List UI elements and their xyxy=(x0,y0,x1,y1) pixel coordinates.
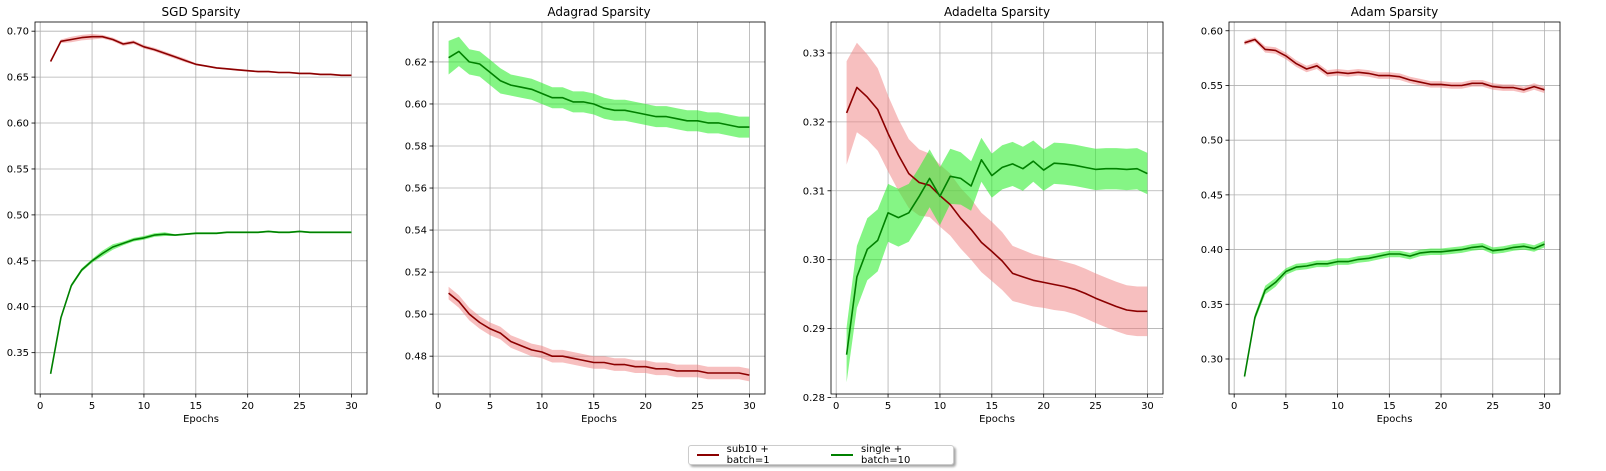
panel-1: 0 5 10 15 20 25 30 0.35 0.40 0.45 0.50 0.55 0.60 0.65… xyxy=(7,5,368,425)
y-tick-label: 0.33 xyxy=(803,49,825,60)
y-tick-label: 0.60 xyxy=(1201,26,1223,37)
y-tick-label: 0.40 xyxy=(7,302,29,313)
y-tick-label: 0.50 xyxy=(7,210,29,221)
band-sub10 xyxy=(50,33,352,77)
x-axis-label: Epochs xyxy=(1377,414,1413,425)
plot-frame xyxy=(830,21,1164,395)
series-line-sub10 xyxy=(1244,38,1545,91)
x-axis-label: Epochs xyxy=(183,414,219,425)
y-tick-label: 0.52 xyxy=(405,268,427,279)
y-tick-label: 0.40 xyxy=(1201,245,1223,256)
x-tick-label: 20 xyxy=(639,401,652,412)
legend-entry-sub10: sub10 + batch=1 xyxy=(697,444,813,466)
legend-entry-single: single + batch=10 xyxy=(831,444,953,466)
legend-swatch-sub10 xyxy=(697,454,719,456)
x-tick-label: 5 xyxy=(487,401,493,412)
y-tick-label: 0.31 xyxy=(803,186,825,197)
x-tick-label: 15 xyxy=(587,401,600,412)
x-axis-label: Epochs xyxy=(979,414,1015,425)
band-single xyxy=(846,137,1148,383)
panel-title: Adagrad Sparsity xyxy=(547,5,650,19)
y-tick-label: 0.32 xyxy=(803,117,825,128)
x-tick-label: 0 xyxy=(435,401,441,412)
x-tick-label: 10 xyxy=(934,401,947,412)
y-tick-label: 0.50 xyxy=(1201,136,1223,147)
series-line-sub10 xyxy=(845,86,1148,313)
x-tick-label: 20 xyxy=(1435,401,1448,412)
panel-title: SGD Sparsity xyxy=(162,5,241,19)
plot-frame xyxy=(34,21,368,395)
x-tick-label: 5 xyxy=(885,401,891,412)
series-line-single xyxy=(845,159,1148,355)
x-tick-label: 20 xyxy=(241,401,254,412)
band-single xyxy=(448,36,750,138)
x-tick-label: 5 xyxy=(89,401,95,412)
plot-frame xyxy=(432,21,766,395)
x-tick-label: 15 xyxy=(985,401,998,412)
x-tick-label: 25 xyxy=(293,401,306,412)
x-tick-label: 10 xyxy=(138,401,151,412)
x-tick-label: 0 xyxy=(1231,401,1237,412)
x-tick-label: 30 xyxy=(345,401,358,412)
legend-label-sub10: sub10 + batch=1 xyxy=(726,444,770,466)
series-line-single xyxy=(49,230,352,374)
y-tick-label: 0.58 xyxy=(405,142,427,153)
panel-title: Adam Sparsity xyxy=(1351,5,1438,19)
y-tick-label: 0.50 xyxy=(405,310,427,321)
plot-frame xyxy=(1228,21,1561,395)
x-tick-label: 20 xyxy=(1037,401,1050,412)
legend-label-single: single + batch=10 xyxy=(860,444,911,466)
legend: sub10 + batch=1 single + batch=10 xyxy=(688,444,954,466)
x-axis-label: Epochs xyxy=(581,414,617,425)
y-tick-label: 0.48 xyxy=(405,352,427,363)
y-tick-label: 0.55 xyxy=(7,164,29,175)
y-tick-label: 0.45 xyxy=(1201,190,1223,201)
band-single xyxy=(1244,240,1545,379)
y-tick-label: 0.60 xyxy=(7,119,29,130)
series-line-single xyxy=(448,50,750,128)
band-sub10 xyxy=(448,286,750,382)
x-tick-label: 25 xyxy=(691,401,704,412)
y-tick-label: 0.55 xyxy=(1201,81,1223,92)
x-tick-label: 30 xyxy=(1538,401,1551,412)
legend-swatch-single xyxy=(831,454,853,456)
y-tick-label: 0.30 xyxy=(803,255,825,266)
x-tick-label: 30 xyxy=(1141,401,1154,412)
y-tick-label: 0.65 xyxy=(7,73,29,84)
x-tick-label: 15 xyxy=(189,401,202,412)
x-tick-label: 0 xyxy=(37,401,43,412)
panel-2: 0 5 10 15 20 25 30 0.48 0.50 0.52 0.54 0.56 0.58 0.60… xyxy=(405,5,766,425)
y-tick-label: 0.62 xyxy=(405,57,427,68)
x-tick-label: 15 xyxy=(1383,401,1396,412)
x-tick-label: 0 xyxy=(833,401,839,412)
band-sub10 xyxy=(1244,37,1545,94)
panel-4: 0 5 10 15 20 25 30 0.30 0.35 0.40 0.45 0.50 0.55 0.60… xyxy=(1201,5,1561,425)
band-single xyxy=(50,230,352,375)
y-tick-label: 0.54 xyxy=(405,226,427,237)
x-tick-label: 25 xyxy=(1486,401,1499,412)
y-tick-label: 0.35 xyxy=(7,348,29,359)
y-tick-label: 0.28 xyxy=(803,393,825,404)
y-tick-label: 0.70 xyxy=(7,27,29,38)
x-tick-label: 5 xyxy=(1283,401,1289,412)
series-line-single xyxy=(1243,243,1545,377)
x-tick-label: 10 xyxy=(1331,401,1344,412)
panel-3: 0 5 10 15 20 25 30 0.28 0.29 0.30 0.31 0.32 0.33 Adad… xyxy=(803,5,1164,425)
y-tick-label: 0.60 xyxy=(405,99,427,110)
y-tick-label: 0.56 xyxy=(405,184,427,195)
y-tick-label: 0.30 xyxy=(1201,354,1223,365)
y-tick-label: 0.45 xyxy=(7,256,29,267)
panel-title: Adadelta Sparsity xyxy=(944,5,1050,19)
x-tick-label: 30 xyxy=(743,401,756,412)
x-tick-label: 10 xyxy=(536,401,549,412)
y-tick-label: 0.35 xyxy=(1201,300,1223,311)
y-tick-label: 0.29 xyxy=(803,324,825,335)
series-line-sub10 xyxy=(49,35,352,77)
x-tick-label: 25 xyxy=(1089,401,1102,412)
series-line-sub10 xyxy=(448,292,750,376)
